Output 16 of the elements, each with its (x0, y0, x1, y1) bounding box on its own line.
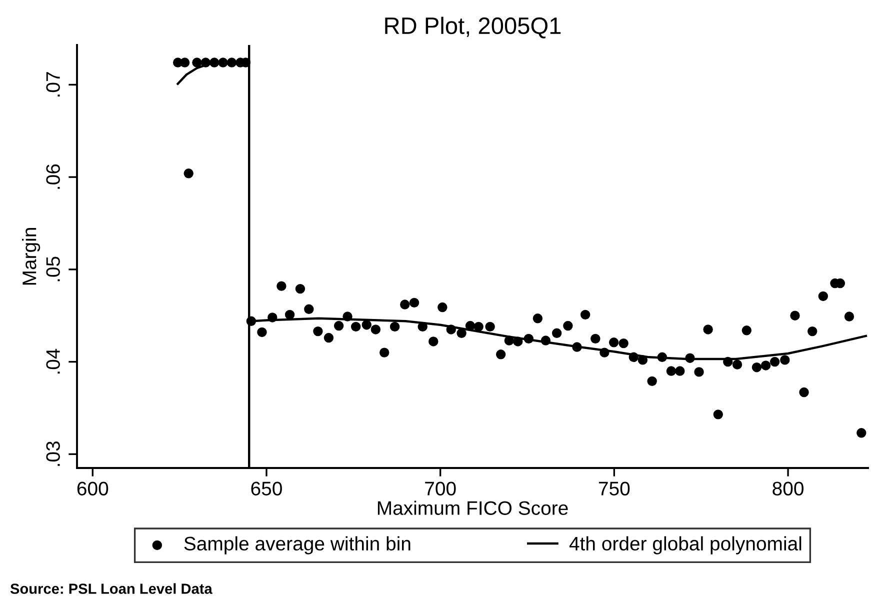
x-tick-label: 700 (425, 482, 456, 496)
x-tick-label: 600 (77, 482, 108, 496)
x-tick-label: 750 (598, 482, 630, 496)
y-tick-label: .07 (46, 72, 60, 96)
source-note: Source: PSL Loan Level Data (10, 583, 212, 594)
x-tick-label: 650 (251, 482, 282, 496)
y-tick-label: .04 (46, 348, 60, 374)
x-axis-title: Maximum FICO Score (378, 500, 568, 515)
y-tick-label: .05 (46, 256, 60, 282)
legend-label: 4th order global polynomial (569, 536, 802, 554)
y-tick-label: .06 (46, 164, 60, 189)
chart-title: RD Plot, 2005Q1 (385, 16, 561, 38)
x-tick-label: 800 (772, 482, 804, 496)
legend-label: Sample average within bin (184, 536, 410, 554)
y-axis-title: Margin (22, 228, 40, 285)
y-tick-label: .03 (46, 441, 60, 466)
